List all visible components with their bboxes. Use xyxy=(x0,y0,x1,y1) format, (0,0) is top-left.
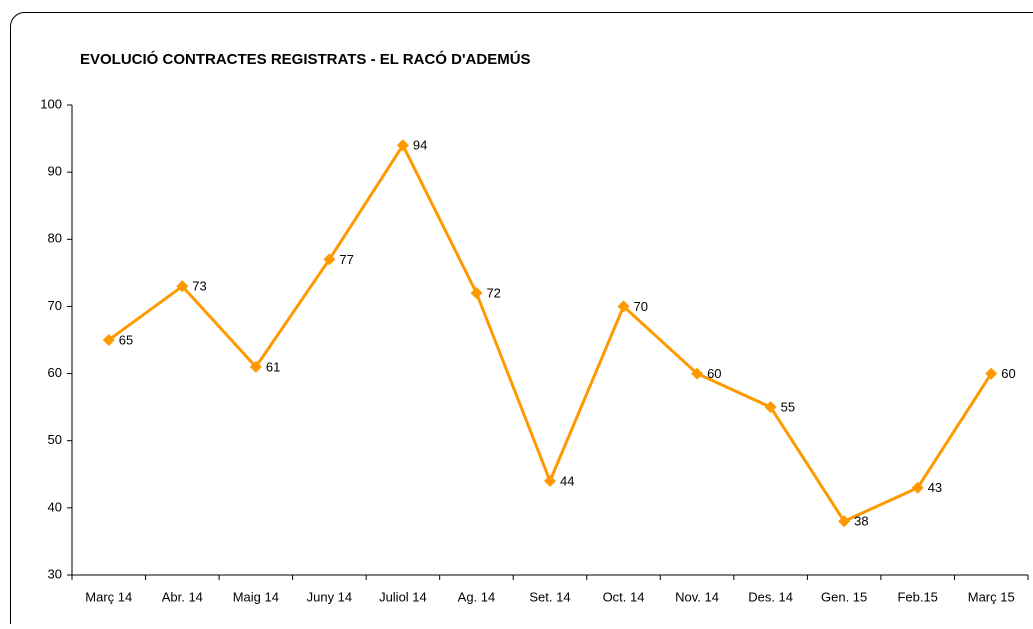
data-label: 38 xyxy=(854,514,868,529)
y-tick-label: 60 xyxy=(48,365,62,380)
y-tick-label: 40 xyxy=(48,499,62,514)
data-label: 55 xyxy=(781,400,795,415)
data-label: 70 xyxy=(634,299,648,314)
x-tick-label: Gen. 15 xyxy=(821,589,867,604)
data-label: 44 xyxy=(560,473,574,488)
y-tick-label: 50 xyxy=(48,432,62,447)
x-tick-label: Des. 14 xyxy=(748,589,793,604)
y-tick-label: 80 xyxy=(48,231,62,246)
x-tick-label: Ag. 14 xyxy=(458,589,496,604)
x-tick-label: Juny 14 xyxy=(307,589,353,604)
x-tick-label: Nov. 14 xyxy=(675,589,719,604)
data-label: 77 xyxy=(339,252,353,267)
data-label: 72 xyxy=(486,285,500,300)
y-tick-label: 70 xyxy=(48,298,62,313)
x-tick-label: Març 15 xyxy=(968,589,1015,604)
y-tick-label: 90 xyxy=(48,164,62,179)
x-tick-label: Abr. 14 xyxy=(162,589,203,604)
x-tick-label: Oct. 14 xyxy=(603,589,645,604)
data-label: 65 xyxy=(119,332,133,347)
data-label: 94 xyxy=(413,138,427,153)
chart-frame xyxy=(11,13,1033,625)
x-tick-label: Set. 14 xyxy=(529,589,570,604)
x-tick-label: Juliol 14 xyxy=(379,589,427,604)
y-tick-label: 30 xyxy=(48,566,62,581)
data-label: 60 xyxy=(1001,366,1015,381)
y-tick-label: 100 xyxy=(40,96,62,111)
x-tick-label: Març 14 xyxy=(85,589,132,604)
data-label: 60 xyxy=(707,366,721,381)
chart-title: EVOLUCIÓ CONTRACTES REGISTRATS - EL RACÓ… xyxy=(80,50,531,68)
data-label: 43 xyxy=(928,480,942,495)
data-label: 73 xyxy=(192,279,206,294)
x-tick-label: Feb.15 xyxy=(897,589,937,604)
x-tick-label: Maig 14 xyxy=(233,589,279,604)
data-label: 61 xyxy=(266,359,280,374)
